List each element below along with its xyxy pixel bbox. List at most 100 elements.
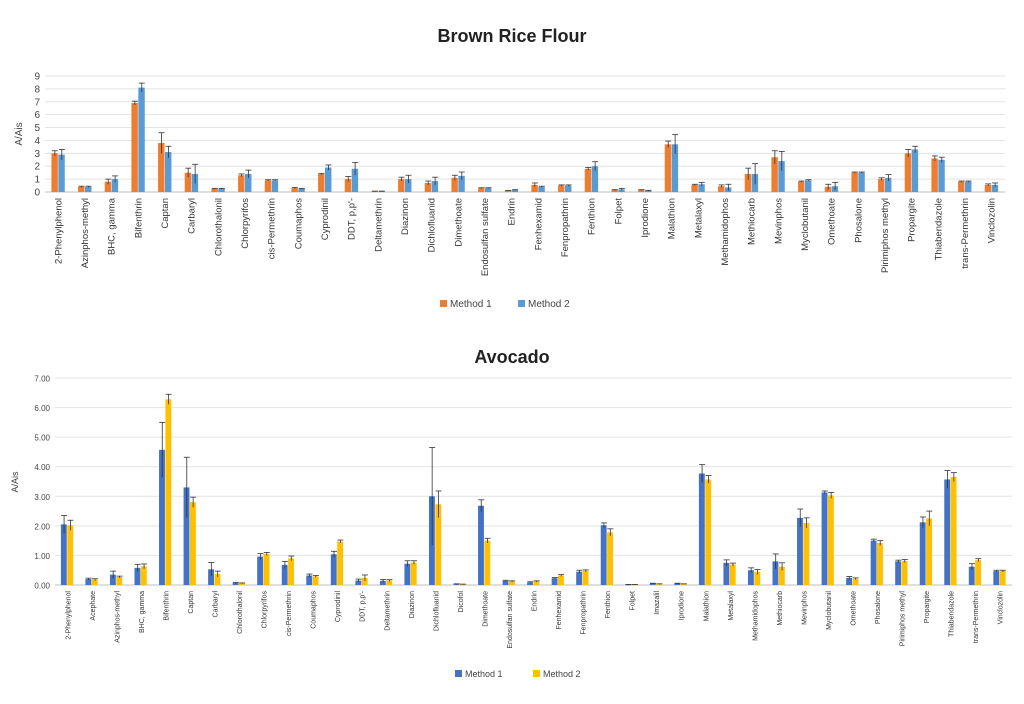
x-tick-label: Malathion [667, 198, 678, 239]
x-tick-label: Omethoate [827, 198, 838, 245]
bar-method-2 [999, 571, 1006, 585]
bar-method-1 [797, 517, 803, 585]
x-tick-label: Fenthion [605, 591, 612, 618]
bar-method-2 [965, 181, 972, 192]
x-tick-label: Coumaphos [293, 198, 304, 249]
bar-method-2 [778, 161, 785, 192]
bar-method-1 [344, 179, 352, 192]
bar-method-1 [576, 571, 583, 585]
bar-method-1 [85, 579, 92, 585]
x-tick-label: Endrin [532, 591, 539, 611]
bar-method-1 [772, 561, 779, 585]
x-tick-label: Acephate [90, 591, 97, 621]
bar-method-1 [638, 190, 645, 192]
x-tick-label: Deltamethrin [384, 591, 391, 631]
bar-method-1 [895, 561, 902, 585]
bar-method-2 [885, 177, 892, 192]
bar-method-1 [109, 574, 116, 585]
x-tick-label: Bifenthrin [133, 198, 144, 238]
bar-method-2 [271, 180, 279, 192]
x-tick-label: Endosulfan sulfate [480, 198, 491, 276]
bar-method-1 [478, 505, 484, 585]
bar-method-2 [312, 576, 319, 585]
x-tick-label: trans-Permethrin [960, 198, 971, 269]
x-tick-label: Endrin [507, 198, 518, 225]
legend-label: Method 2 [528, 299, 570, 310]
bar-method-2 [218, 188, 225, 192]
x-tick-label: BHC, gamma [139, 591, 146, 633]
x-tick-label: Dimethoate [482, 591, 489, 627]
bar-method-1 [968, 566, 975, 585]
bar-method-2 [618, 189, 625, 192]
bar-method-2 [729, 564, 736, 585]
bar-method-1 [131, 103, 138, 192]
x-tick-label: Fenpropathrin [560, 198, 571, 257]
x-tick-label: Pirimiphos methyl [900, 591, 907, 647]
y-tick-label: 2 [34, 162, 40, 173]
x-tick-label: Vinclozolin [998, 591, 1005, 624]
bar-method-2 [852, 578, 859, 585]
bar-method-2 [484, 540, 491, 585]
bar-method-1 [379, 580, 386, 585]
bar-method-2 [803, 522, 810, 585]
x-tick-label: trans-Permethrin [973, 591, 980, 643]
bar-method-1 [584, 168, 592, 192]
bar-method-2 [263, 553, 270, 585]
bar-method-1 [291, 188, 298, 192]
bar-method-2 [877, 543, 883, 585]
bar-method-1 [718, 186, 725, 192]
x-tick-label: Captan [188, 591, 195, 614]
x-tick-label: Thiabendazole [933, 198, 944, 260]
bar-method-2 [214, 574, 221, 585]
x-tick-label: Metalaxyl [693, 198, 704, 238]
bar-method-2 [533, 581, 540, 585]
bar-method-2 [337, 541, 344, 585]
bar-method-1 [531, 184, 538, 192]
x-tick-label: Deltamethrin [373, 198, 384, 252]
y-tick-label: 4.00 [34, 463, 50, 472]
y-tick-label: 3 [34, 149, 40, 160]
x-tick-label: Dimethoate [453, 198, 464, 247]
bar-method-2 [565, 185, 572, 192]
bar-method-2 [582, 570, 589, 585]
bar-method-1 [60, 524, 67, 585]
bar-method-1 [355, 580, 362, 585]
bar-method-1 [691, 184, 698, 192]
x-tick-label: Cyprodinil [320, 198, 331, 240]
y-tick-label: 3.00 [34, 493, 50, 502]
bar-method-1 [78, 186, 85, 192]
bar-method-2 [165, 399, 172, 585]
x-tick-label: Azinphos-methyl [80, 198, 91, 268]
legend-label: Method 1 [465, 669, 503, 679]
bar-method-1 [504, 190, 512, 192]
bar-method-1 [600, 525, 607, 585]
bar-method-2 [754, 571, 761, 585]
legend-swatch [440, 300, 447, 307]
bar-method-1 [453, 584, 460, 585]
legend-swatch [518, 300, 525, 307]
x-tick-label: DDT, p,p'- [347, 198, 358, 240]
bar-method-2 [431, 181, 439, 192]
bar-method-1 [851, 172, 858, 192]
y-tick-label: 5 [34, 123, 40, 134]
y-tick-label: 1.00 [34, 552, 50, 561]
x-tick-label: Malathion [703, 591, 710, 621]
bar-method-1 [257, 556, 264, 585]
x-tick-label: DDT, p,p'- [360, 590, 367, 622]
bar-method-1 [798, 181, 805, 192]
bar-method-1 [502, 580, 509, 585]
bar-method-1 [698, 473, 705, 585]
x-tick-label: Phosalone [875, 591, 882, 624]
bar-method-2 [386, 580, 393, 585]
bar-method-2 [778, 566, 785, 585]
bar-method-1 [318, 173, 325, 192]
bar-method-1 [878, 179, 885, 192]
y-tick-label: 8 [34, 84, 40, 95]
bar-method-2 [671, 144, 679, 192]
bar-method-2 [645, 190, 652, 192]
bar-method-2 [189, 502, 196, 585]
bar-method-2 [239, 583, 245, 585]
x-tick-label: Methamidophos [752, 591, 759, 641]
bar-method-1 [478, 188, 485, 192]
x-tick-label: Pirimiphos methyl [880, 198, 891, 273]
